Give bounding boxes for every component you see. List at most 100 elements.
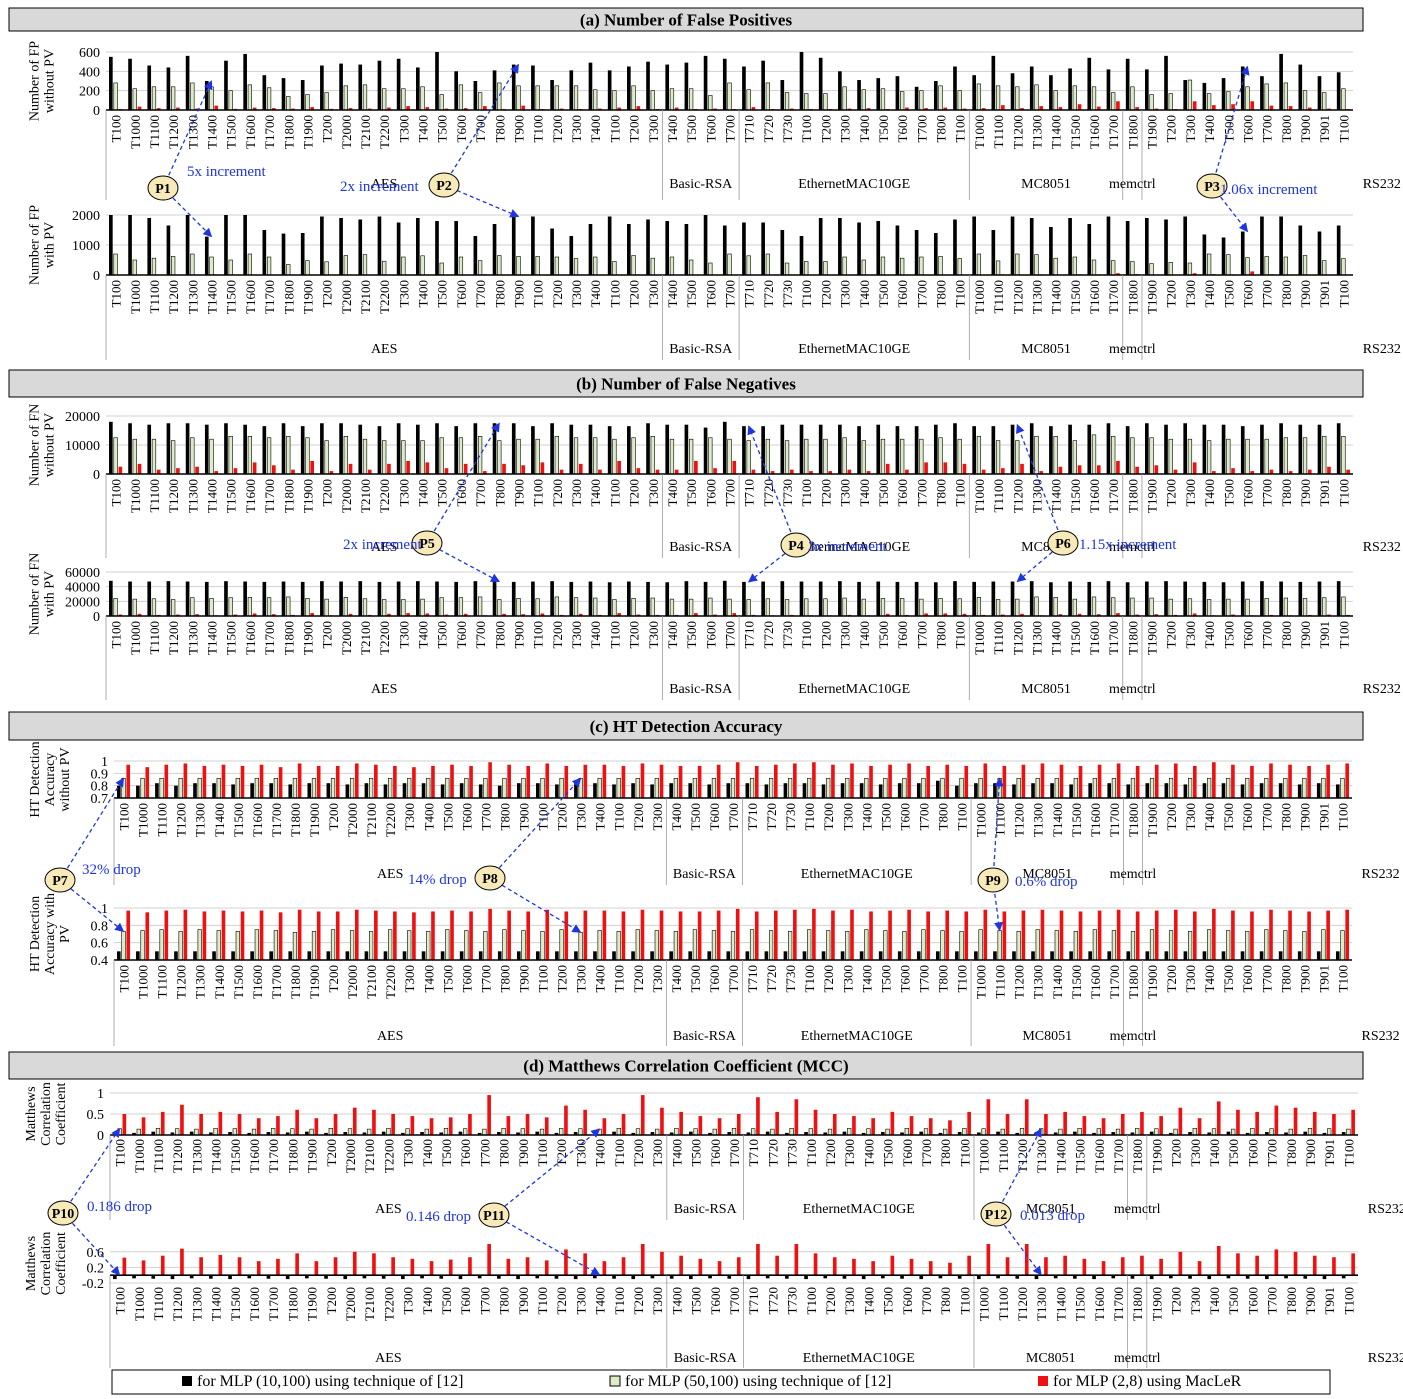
bar-maclear xyxy=(463,463,468,474)
bar-mlp-50-100 xyxy=(209,256,214,276)
bar-mlp-10-100 xyxy=(783,951,788,960)
bar-mlp-10-100 xyxy=(339,423,343,474)
bar-mlp-10-100 xyxy=(339,581,343,616)
group-label: AES xyxy=(371,682,397,697)
annotation-arrow xyxy=(493,1214,601,1276)
bar-mlp-10-100 xyxy=(550,228,554,275)
bar-maclear xyxy=(659,764,664,798)
bar-mlp-10-100 xyxy=(646,219,650,275)
bar-mlp-50-100 xyxy=(1149,94,1154,111)
bar-mlp-50-100 xyxy=(1283,597,1288,617)
bar-maclear xyxy=(1159,1116,1163,1135)
x-tick-label: T1100 xyxy=(147,280,162,313)
bar-mlp-50-100 xyxy=(235,777,240,799)
bar-mlp-50-100 xyxy=(286,435,291,475)
bar-mlp-50-100 xyxy=(1149,437,1154,475)
x-tick-label: T700 xyxy=(1265,1139,1280,1166)
bar-mlp-10-100 xyxy=(343,1132,348,1135)
x-tick-label: T1000 xyxy=(136,965,151,999)
bar-mlp-10-100 xyxy=(1012,951,1016,960)
group-label: EthernetMAC10GE xyxy=(798,540,910,555)
y-axis-label: Number of FP xyxy=(28,41,43,121)
annotation-label: 1.15x increment xyxy=(1079,537,1177,553)
x-tick-label: T200 xyxy=(627,115,642,142)
annotation-p10: P10 0.186 drop xyxy=(47,1127,152,1276)
bar-maclear xyxy=(444,468,449,474)
bar-mlp-50-100 xyxy=(727,598,732,617)
x-tick-label: T300 xyxy=(646,479,661,506)
bar-maclear xyxy=(156,469,161,474)
bar-maclear xyxy=(141,1260,146,1276)
bar-mlp-50-100 xyxy=(535,256,540,276)
bar-mlp-10-100 xyxy=(166,581,171,616)
group-label: Basic-RSA xyxy=(669,682,733,697)
bar-maclear xyxy=(448,1259,453,1276)
x-tick-label: T710 xyxy=(742,115,757,142)
bar-mlp-50-100 xyxy=(443,1127,449,1136)
bar-mlp-10-100 xyxy=(281,581,286,616)
bar-mlp-10-100 xyxy=(780,230,785,275)
x-tick-label: T2200 xyxy=(381,1139,396,1173)
bar-mlp-10-100 xyxy=(473,581,478,616)
bar-mlp-50-100 xyxy=(1091,86,1097,111)
bar-mlp-10-100 xyxy=(281,78,286,110)
bar-mlp-10-100 xyxy=(147,581,152,616)
x-tick-label: T600 xyxy=(459,965,474,992)
bar-maclear xyxy=(156,108,161,110)
bar-mlp-10-100 xyxy=(1169,1132,1173,1135)
bar-mlp-10-100 xyxy=(900,1132,904,1135)
x-tick-label: T600 xyxy=(897,965,912,992)
bar-mlp-50-100 xyxy=(171,440,176,475)
bar-mlp-10-100 xyxy=(1316,783,1321,798)
bar-mlp-50-100 xyxy=(631,598,636,617)
x-tick-label: T1900 xyxy=(1149,1287,1164,1321)
bar-maclear xyxy=(199,1257,203,1276)
x-tick-label: T1400 xyxy=(212,803,227,837)
bar-mlp-10-100 xyxy=(243,424,247,474)
bar-mlp-10-100 xyxy=(612,1275,616,1279)
bar-mlp-50-100 xyxy=(631,255,636,276)
bar-mlp-10-100 xyxy=(147,424,152,474)
bar-mlp-50-100 xyxy=(121,777,126,799)
x-tick-label: T400 xyxy=(665,115,680,142)
x-tick-label: T1500 xyxy=(224,621,239,655)
x-tick-label: T300 xyxy=(840,803,855,830)
bar-mlp-50-100 xyxy=(343,435,348,475)
bar-mlp-10-100 xyxy=(166,67,171,110)
bar-mlp-50-100 xyxy=(349,930,355,961)
bar-mlp-10-100 xyxy=(684,62,689,110)
bar-mlp-50-100 xyxy=(458,256,464,276)
bar-maclear xyxy=(1293,1107,1298,1135)
x-tick-label: T300 xyxy=(1183,803,1198,830)
x-tick-label: T400 xyxy=(669,965,684,992)
bar-maclear xyxy=(1231,104,1235,110)
bar-maclear xyxy=(983,763,988,798)
bar-mlp-50-100 xyxy=(1092,777,1097,799)
bar-maclear xyxy=(468,1114,472,1135)
bar-mlp-10-100 xyxy=(665,582,670,616)
bar-mlp-10-100 xyxy=(396,423,401,474)
bar-mlp-10-100 xyxy=(669,951,673,960)
bar-mlp-50-100 xyxy=(483,777,488,799)
bar-mlp-50-100 xyxy=(885,1128,890,1136)
x-tick-label: T1600 xyxy=(247,1139,262,1173)
bar-mlp-10-100 xyxy=(1240,951,1245,960)
bar-maclear xyxy=(252,107,257,110)
x-tick-label: T300 xyxy=(840,965,855,992)
bar-mlp-50-100 xyxy=(516,438,521,475)
bar-mlp-10-100 xyxy=(1164,581,1168,616)
bar-mlp-50-100 xyxy=(305,437,310,475)
x-tick-label: T800 xyxy=(938,1287,953,1314)
x-tick-label: T1800 xyxy=(1130,1139,1145,1173)
annotation-label: 0.6% drop xyxy=(1015,874,1078,890)
bar-mlp-50-100 xyxy=(266,87,272,111)
bar-maclear xyxy=(1044,1114,1048,1135)
x-tick-label: T1300 xyxy=(189,1287,204,1321)
bar-mlp-10-100 xyxy=(1029,66,1034,110)
x-tick-label: T500 xyxy=(876,621,891,648)
bar-mlp-50-100 xyxy=(1302,255,1308,276)
annotation-label: 2x increment xyxy=(343,537,423,553)
bar-mlp-10-100 xyxy=(669,783,673,798)
bar-mlp-10-100 xyxy=(536,951,540,960)
bar-maclear xyxy=(1116,273,1120,275)
